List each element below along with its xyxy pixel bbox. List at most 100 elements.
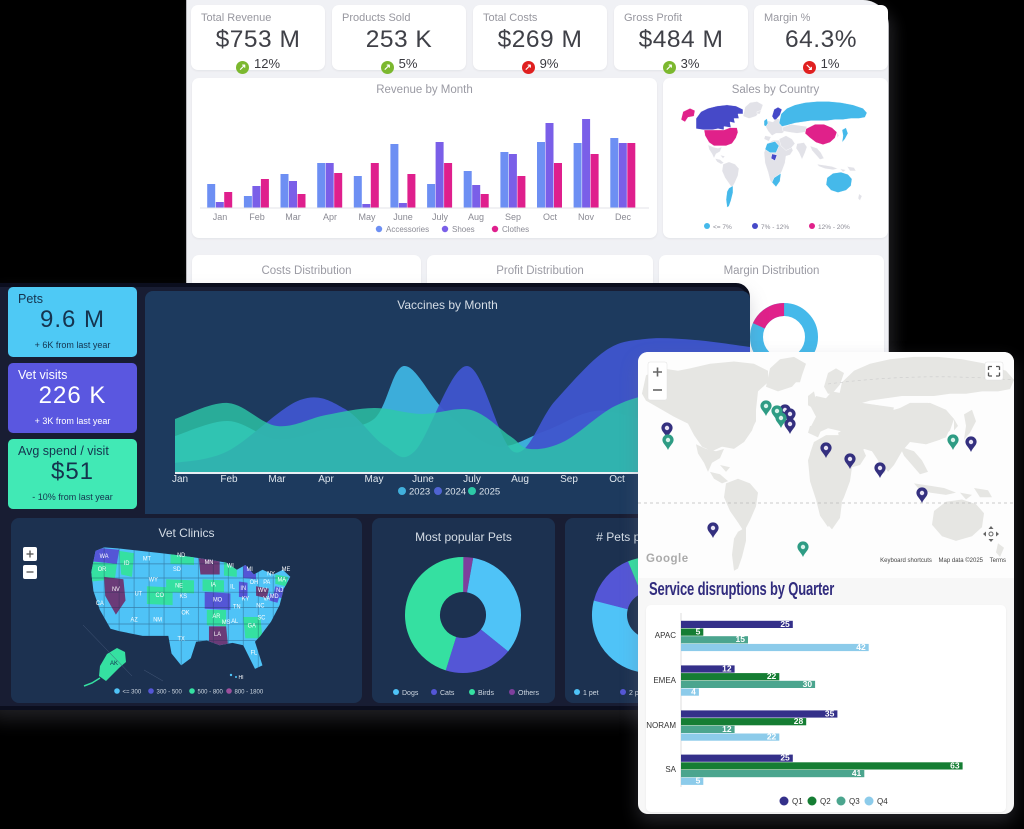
svg-text:AK: AK xyxy=(110,661,118,667)
svg-text:KS: KS xyxy=(180,594,188,600)
svg-text:800 - 1800: 800 - 1800 xyxy=(235,690,264,696)
svg-text:SD: SD xyxy=(173,567,182,573)
svg-text:Oct: Oct xyxy=(543,212,558,222)
svg-text:NJ: NJ xyxy=(276,588,283,594)
svg-text:CO: CO xyxy=(156,593,165,599)
svg-text:SC: SC xyxy=(257,615,266,621)
svg-text:Birds: Birds xyxy=(478,690,494,697)
svg-text:NC: NC xyxy=(256,603,265,609)
svg-text:Nov: Nov xyxy=(578,212,595,222)
svg-text:ND: ND xyxy=(177,553,186,559)
svg-text:UT: UT xyxy=(135,592,143,598)
svg-text:MN: MN xyxy=(205,560,214,566)
svg-text:300 - 500: 300 - 500 xyxy=(157,690,183,696)
svg-text:HI: HI xyxy=(239,675,244,681)
svg-text:APAC: APAC xyxy=(655,631,676,640)
svg-text:Mar: Mar xyxy=(285,212,301,222)
svg-text:Clothes: Clothes xyxy=(502,225,529,234)
svg-text:IL: IL xyxy=(230,584,235,590)
svg-text:25: 25 xyxy=(780,619,790,629)
svg-text:12: 12 xyxy=(722,663,732,673)
svg-text:<= 300: <= 300 xyxy=(123,690,142,696)
svg-text:12% - 20%: 12% - 20% xyxy=(818,224,850,231)
svg-text:Cats: Cats xyxy=(440,690,455,697)
svg-text:25: 25 xyxy=(780,753,790,763)
svg-text:Keyboard shortcuts Map data: Keyboard shortcuts Map data ©2025 Terms xyxy=(880,557,1006,564)
svg-text:Jan: Jan xyxy=(213,212,228,222)
svg-text:63: 63 xyxy=(950,760,960,770)
svg-text:AL: AL xyxy=(231,619,239,625)
svg-text:2025: 2025 xyxy=(479,487,500,498)
svg-text:22: 22 xyxy=(767,732,777,742)
svg-text:GA: GA xyxy=(248,623,256,629)
svg-text:Apr: Apr xyxy=(323,212,337,222)
svg-text:FL: FL xyxy=(251,651,258,657)
svg-text:Q2: Q2 xyxy=(820,797,831,806)
svg-text:5: 5 xyxy=(696,776,701,786)
svg-text:<= 7%: <= 7% xyxy=(713,224,732,231)
svg-text:June: June xyxy=(412,474,434,485)
svg-text:Aug: Aug xyxy=(511,474,529,485)
svg-text:WY: WY xyxy=(149,577,158,583)
svg-text:TN: TN xyxy=(233,605,241,611)
svg-text:WV: WV xyxy=(258,588,267,594)
svg-text:Q1: Q1 xyxy=(792,797,803,806)
svg-text:MD: MD xyxy=(270,594,279,600)
svg-text:Feb: Feb xyxy=(220,474,238,485)
svg-text:15: 15 xyxy=(736,634,746,644)
svg-text:MT: MT xyxy=(143,556,152,562)
svg-text:28: 28 xyxy=(794,716,804,726)
svg-text:Aug: Aug xyxy=(468,212,484,222)
svg-text:30: 30 xyxy=(803,679,813,689)
svg-text:Feb: Feb xyxy=(249,212,265,222)
svg-text:MA: MA xyxy=(277,577,286,583)
svg-text:OR: OR xyxy=(98,567,107,573)
svg-text:TX: TX xyxy=(178,636,185,642)
svg-text:ID: ID xyxy=(124,561,130,567)
svg-text:LA: LA xyxy=(214,632,221,638)
svg-text:Jan: Jan xyxy=(172,474,188,485)
svg-text:PA: PA xyxy=(263,580,270,586)
svg-text:NE: NE xyxy=(175,583,183,589)
svg-text:Apr: Apr xyxy=(318,474,334,485)
svg-text:NORAM: NORAM xyxy=(646,721,676,730)
svg-text:May: May xyxy=(365,474,384,485)
svg-text:Dec: Dec xyxy=(615,212,632,222)
svg-text:NM: NM xyxy=(153,617,162,623)
svg-text:AR: AR xyxy=(213,614,222,620)
svg-text:Mar: Mar xyxy=(268,474,286,485)
svg-text:KY: KY xyxy=(242,596,250,602)
svg-text:WA: WA xyxy=(100,554,109,560)
svg-text:July: July xyxy=(463,474,481,485)
svg-text:NV: NV xyxy=(112,587,120,593)
svg-text:NY: NY xyxy=(267,571,275,577)
svg-text:AZ: AZ xyxy=(130,617,138,623)
svg-text:500 - 800: 500 - 800 xyxy=(198,690,224,696)
svg-text:4: 4 xyxy=(691,687,696,697)
svg-text:IN: IN xyxy=(240,586,246,592)
svg-text:Sep: Sep xyxy=(560,474,578,485)
svg-text:MO: MO xyxy=(213,597,222,603)
svg-text:5: 5 xyxy=(696,627,701,637)
svg-text:SA: SA xyxy=(665,765,676,774)
svg-text:OH: OH xyxy=(250,580,258,586)
svg-text:42: 42 xyxy=(856,642,866,652)
svg-text:July: July xyxy=(432,212,449,222)
svg-text:22: 22 xyxy=(767,671,777,681)
svg-text:Others: Others xyxy=(518,690,540,697)
svg-text:Q4: Q4 xyxy=(877,797,888,806)
svg-text:Dogs: Dogs xyxy=(402,690,419,697)
svg-text:ME: ME xyxy=(282,567,291,573)
svg-text:MS: MS xyxy=(222,620,231,626)
svg-text:OK: OK xyxy=(181,610,189,616)
svg-text:June: June xyxy=(393,212,413,222)
svg-text:CA: CA xyxy=(96,601,104,607)
svg-text:Accessories: Accessories xyxy=(386,225,429,234)
svg-text:Q3: Q3 xyxy=(849,797,860,806)
svg-text:Google: Google xyxy=(646,553,689,565)
svg-text:2024: 2024 xyxy=(445,487,466,498)
svg-text:IA: IA xyxy=(211,582,216,588)
svg-text:VA: VA xyxy=(263,596,270,602)
svg-text:41: 41 xyxy=(852,768,862,778)
svg-text:WI: WI xyxy=(227,563,234,569)
